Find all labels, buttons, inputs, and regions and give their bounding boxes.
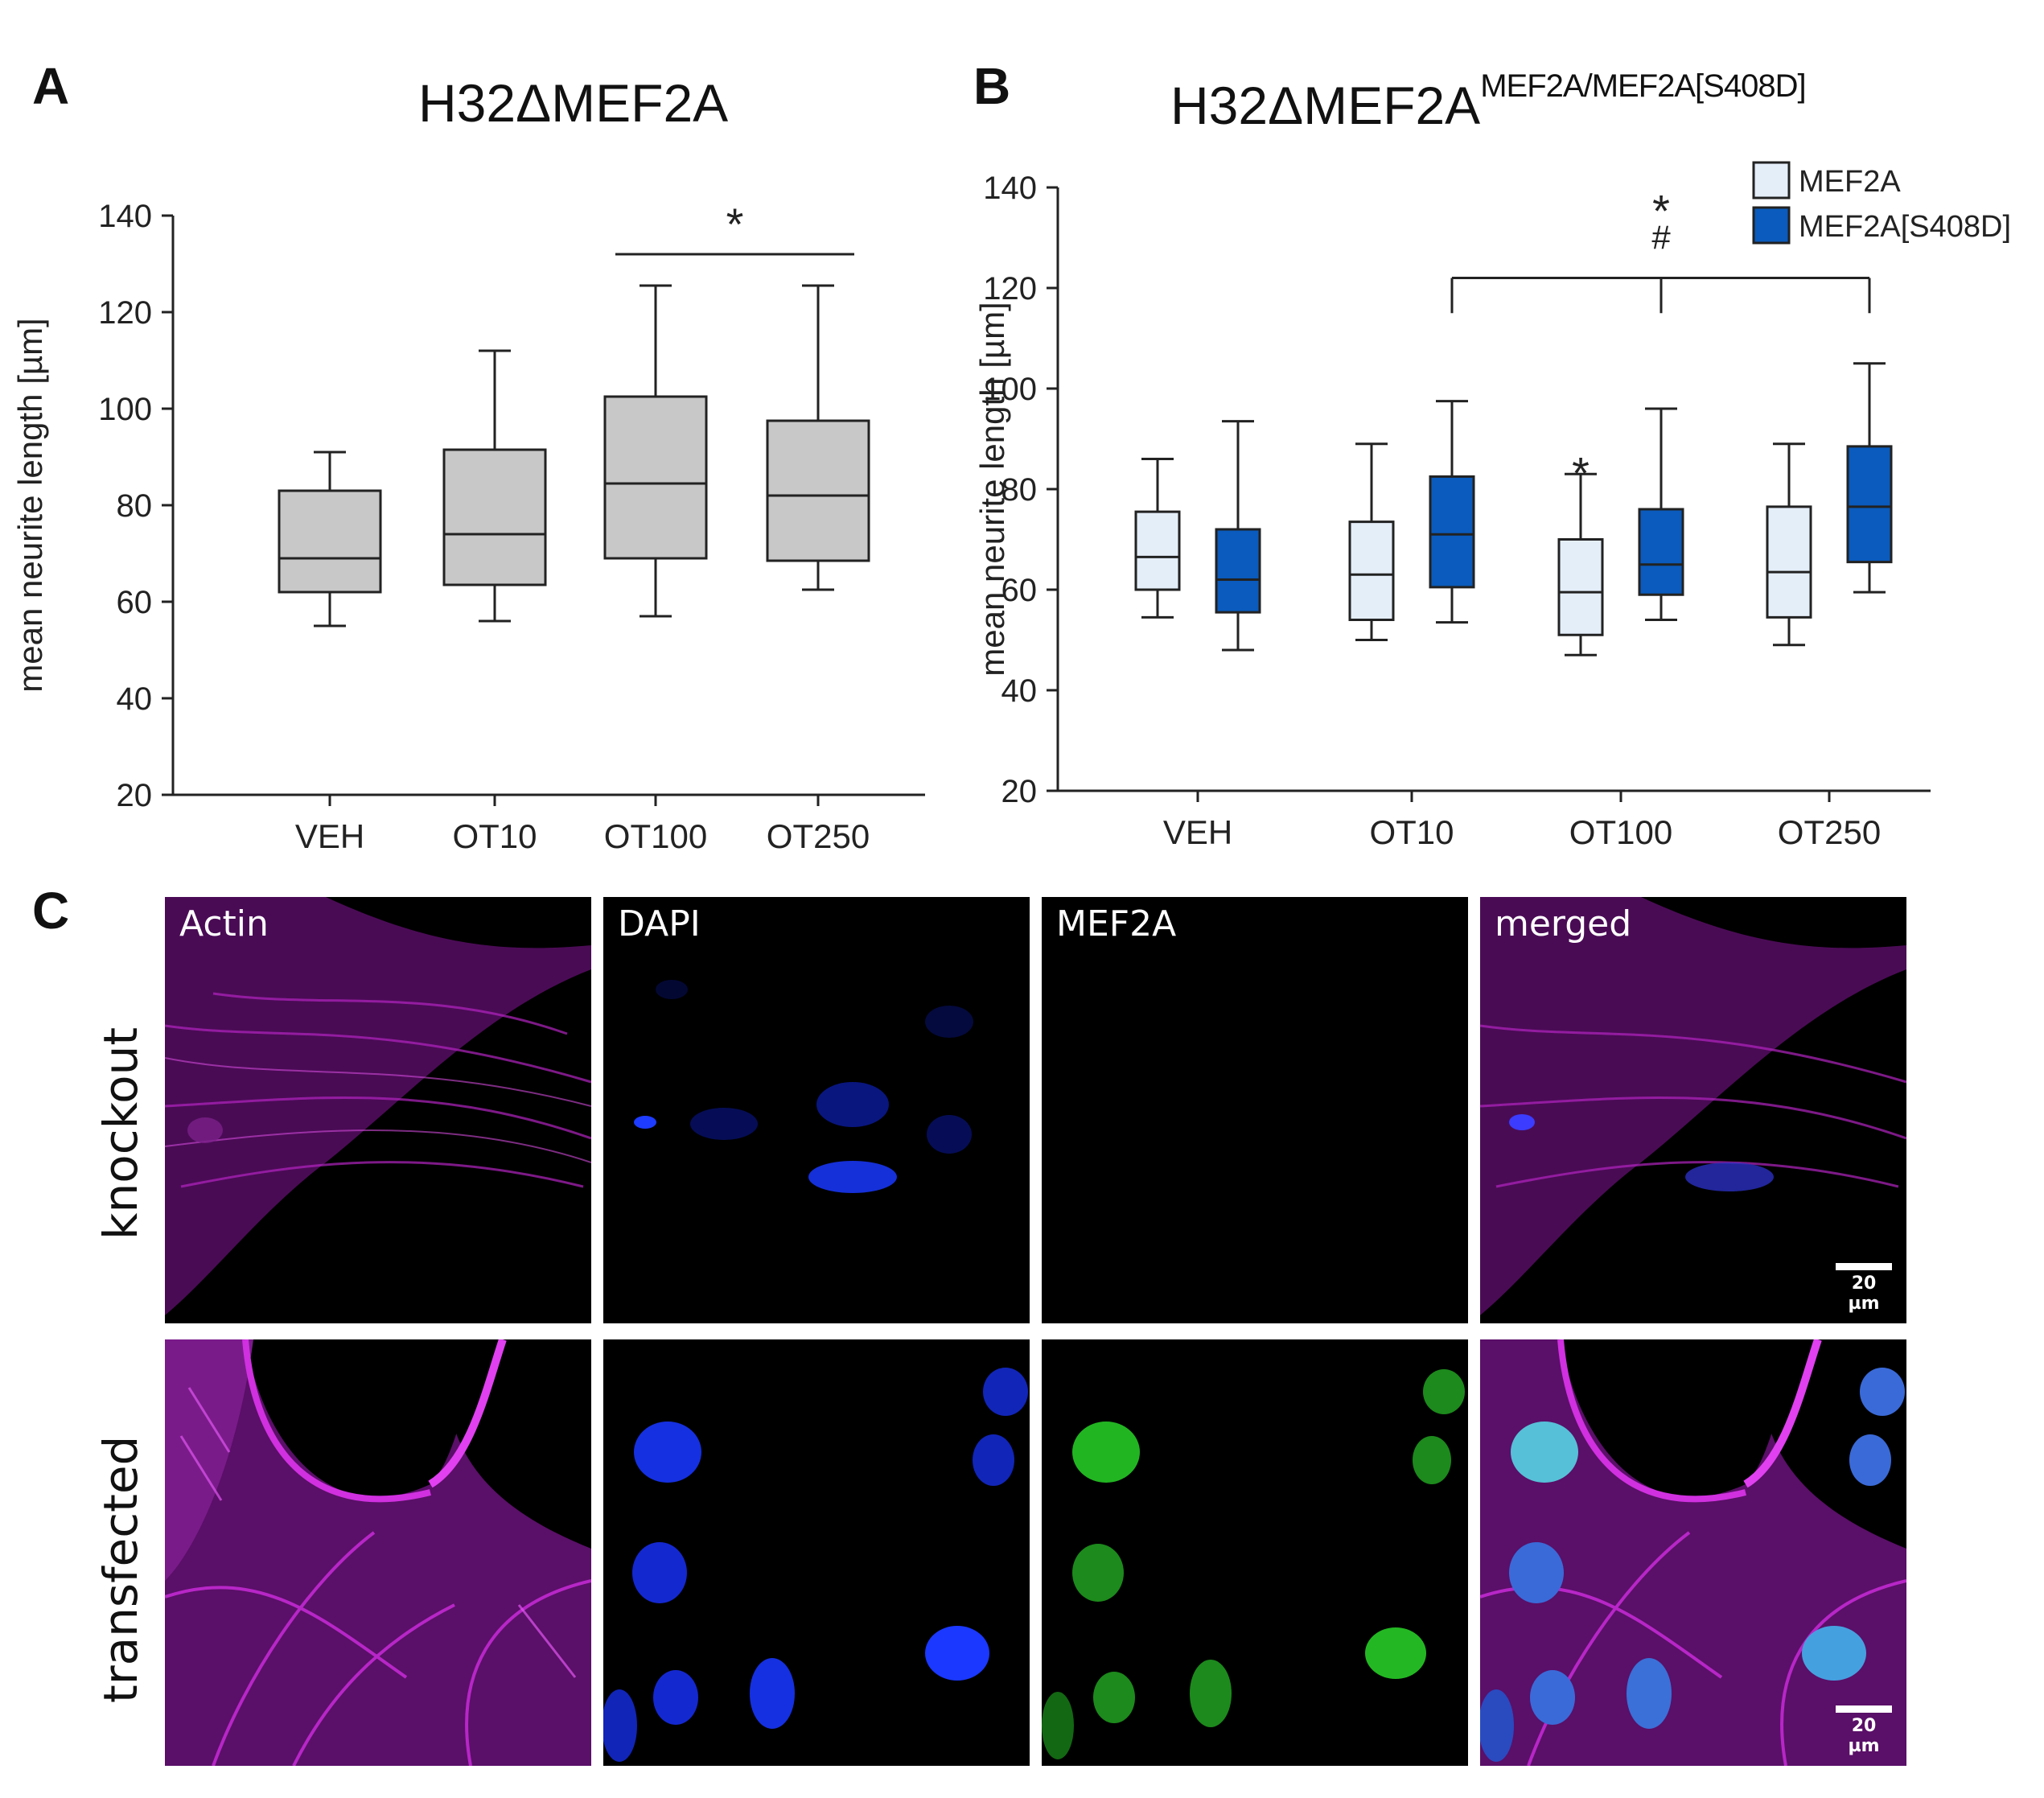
box-mef2a-veh: [1134, 458, 1181, 619]
y-tick-label: 40: [1001, 673, 1038, 709]
panel-a-title: H32ΔMEF2A: [418, 73, 729, 133]
box-iqr: [442, 448, 547, 586]
significance-hash: #: [1651, 219, 1671, 257]
significance-marker: *: [726, 199, 744, 249]
image-knockout-mef2a: MEF2A: [1042, 897, 1468, 1323]
box-ot10: [442, 349, 547, 623]
box-iqr: [603, 395, 708, 560]
scale-bar: 20 µm: [1836, 1705, 1892, 1756]
box-iqr: [1557, 538, 1604, 636]
significance-marker: *: [1652, 186, 1670, 237]
x-tick-label: OT250: [1778, 813, 1881, 851]
panel-b-boxplot: 20 40 60 80 100 120 140 VEH OT10 OT100 OT250 mean n…: [973, 161, 2011, 851]
y-tick-label: 20: [1001, 774, 1038, 809]
panel-letter-c: C: [32, 882, 70, 940]
y-tick-label: 60: [1001, 573, 1038, 608]
mef2a-nuclei-image: [1042, 1369, 1465, 1759]
y-tick-label: 60: [117, 585, 153, 620]
legend-label: MEF2A: [1799, 165, 1901, 199]
panel-a-boxplot: 20 40 60 80 100 120 140 VEH OT10 OT100 OT250 mean n…: [11, 199, 925, 855]
x-tick-label: OT100: [604, 817, 707, 855]
box-ot250: [766, 284, 870, 591]
y-axis-label: mean neurite length [µm]: [973, 302, 1011, 676]
x-tick-label: VEH: [295, 817, 364, 855]
channel-label-dapi: DAPI: [618, 903, 701, 944]
y-tick-label: 100: [983, 372, 1037, 407]
panel-letter-b: B: [973, 57, 1011, 115]
box-iqr: [1134, 510, 1181, 591]
y-tick-label: 140: [98, 199, 152, 234]
significance-marker: *: [1572, 447, 1590, 498]
box-mef2a-s408d--ot250: [1846, 362, 1893, 594]
row-label-transfected: transfected: [93, 1435, 148, 1703]
y-tick-label: 80: [1001, 472, 1038, 508]
y-tick-label: 40: [117, 681, 153, 717]
x-tick-label: OT10: [1369, 813, 1454, 851]
box-iqr: [1766, 505, 1812, 619]
box-mef2a-ot100: [1557, 472, 1604, 656]
y-tick-label: 120: [983, 271, 1037, 307]
x-tick-label: OT100: [1569, 813, 1672, 851]
actin-network-image: [165, 1339, 591, 1766]
box-mef2a-s408d--ot100: [1638, 407, 1684, 621]
panel-b-title-main: H32ΔMEF2A: [1170, 76, 1481, 135]
image-transfected-actin: [165, 1339, 591, 1766]
actin-network-image: [165, 897, 591, 1323]
dapi-nuclei-image: [634, 980, 973, 1193]
image-transfected-merged: 20 µm: [1480, 1339, 1906, 1766]
row-label-knockout: knockout: [93, 1027, 148, 1240]
box-veh: [278, 451, 382, 627]
box-ot100: [603, 284, 708, 618]
y-tick-label: 120: [98, 295, 152, 331]
x-tick-label: OT250: [767, 817, 870, 855]
dapi-nuclei-image: [603, 1368, 1028, 1762]
box-iqr: [1429, 475, 1475, 589]
image-transfected-dapi: [603, 1339, 1030, 1766]
merged-image: [1480, 897, 1906, 1323]
box-iqr: [1348, 520, 1395, 621]
y-axis-label: mean neurite length [µm]: [11, 318, 49, 692]
scale-bar: 20 µm: [1836, 1263, 1892, 1314]
image-transfected-mef2a: [1042, 1339, 1468, 1766]
box-mef2a-s408d--veh: [1215, 420, 1261, 652]
merged-image: [1480, 1339, 1906, 1766]
y-tick-label: 140: [983, 171, 1037, 206]
box-iqr: [1215, 528, 1261, 614]
y-tick-label: 80: [117, 488, 153, 524]
scale-bar-label: 20 µm: [1848, 1273, 1880, 1314]
box-mef2a-ot250: [1766, 442, 1812, 647]
y-tick-label: 100: [98, 392, 152, 427]
box-iqr: [766, 419, 870, 562]
channel-label-mef2a: MEF2A: [1056, 903, 1177, 944]
legend-label: MEF2A[S408D]: [1799, 210, 2011, 244]
x-tick-label: VEH: [1163, 813, 1232, 851]
legend-swatch: [1752, 206, 1791, 245]
image-knockout-actin: Actin: [165, 897, 591, 1323]
box-mef2a-s408d--ot10: [1429, 400, 1475, 624]
image-knockout-merged: merged 20 µm: [1480, 897, 1906, 1323]
y-tick-label: 20: [117, 778, 153, 813]
box-mef2a-ot10: [1348, 442, 1395, 641]
panel-b-title-superscript: MEF2A/MEF2A[S408D]: [1480, 68, 1806, 104]
image-knockout-dapi: DAPI: [603, 897, 1030, 1323]
legend: MEF2A MEF2A[S408D]: [1752, 161, 2011, 245]
scale-bar-label: 20 µm: [1848, 1716, 1880, 1756]
channel-label-actin: Actin: [179, 903, 269, 944]
box-iqr: [278, 489, 382, 594]
channel-label-merged: merged: [1495, 903, 1632, 944]
box-iqr: [1638, 508, 1684, 596]
box-iqr: [1846, 445, 1893, 564]
legend-swatch: [1752, 161, 1791, 200]
panel-b-title: H32ΔMEF2AMEF2A/MEF2A[S408D]: [1170, 68, 1807, 136]
x-tick-label: OT10: [452, 817, 537, 855]
panel-letter-a: A: [32, 57, 70, 115]
